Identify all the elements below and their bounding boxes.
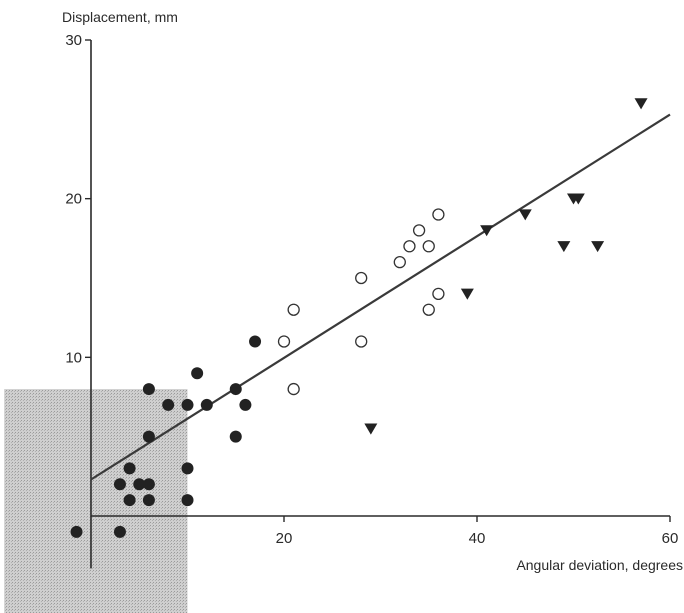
data-point-filled-circle <box>181 398 194 411</box>
data-point-triangle <box>480 225 494 237</box>
data-point-filled-circle <box>229 383 242 396</box>
data-point-filled-circle <box>181 494 194 507</box>
data-point-triangle <box>460 288 474 300</box>
data-point-open-circle <box>422 240 435 253</box>
data-point-filled-circle <box>113 525 126 538</box>
data-point-triangle <box>571 193 585 205</box>
data-point-triangle <box>591 241 605 253</box>
data-point-open-circle <box>412 224 426 237</box>
data-point-filled-circle <box>229 430 242 443</box>
data-point-filled-circle <box>142 478 155 491</box>
data-point-filled-circle <box>249 335 262 348</box>
regression-line <box>90 113 671 481</box>
data-point-triangle <box>364 423 378 435</box>
data-point-open-circle <box>422 303 435 316</box>
data-point-triangle <box>518 209 532 221</box>
data-point-filled-circle <box>181 462 194 475</box>
y-tick-label: 30 <box>65 32 82 49</box>
y-axis-title: Displacement, mm <box>62 9 178 25</box>
data-point-filled-circle <box>142 383 155 396</box>
data-point-filled-circle <box>123 462 136 475</box>
data-point-filled-circle <box>113 478 126 491</box>
data-point-filled-circle <box>191 367 204 380</box>
y-tick-label: 20 <box>65 191 82 208</box>
y-tick-label: 10 <box>65 349 82 366</box>
data-point-open-circle <box>432 208 445 221</box>
data-point-open-circle <box>432 287 445 301</box>
data-point-filled-circle <box>162 398 175 411</box>
x-tick-label: 40 <box>469 530 486 547</box>
shaded-region <box>4 389 188 613</box>
data-point-filled-circle <box>142 494 155 507</box>
data-point-triangle <box>634 98 648 110</box>
data-point-filled-circle <box>123 494 136 507</box>
data-point-open-circle <box>355 335 368 348</box>
data-point-open-circle <box>277 335 291 348</box>
data-point-filled-circle <box>239 398 252 411</box>
data-point-filled-circle <box>133 478 146 491</box>
data-point-open-circle <box>287 303 300 316</box>
x-tick-label: 60 <box>662 530 679 547</box>
x-tick-label: 20 <box>276 530 293 547</box>
data-point-filled-circle <box>142 430 155 443</box>
data-point-open-circle <box>355 271 368 285</box>
data-point-open-circle <box>393 255 406 269</box>
data-point-open-circle <box>403 240 416 253</box>
data-point-filled-circle <box>70 525 83 538</box>
data-point-filled-circle <box>200 398 213 411</box>
x-axis-title: Angular deviation, degrees <box>516 557 683 573</box>
data-point-open-circle <box>287 382 300 396</box>
data-point-triangle <box>557 241 571 253</box>
